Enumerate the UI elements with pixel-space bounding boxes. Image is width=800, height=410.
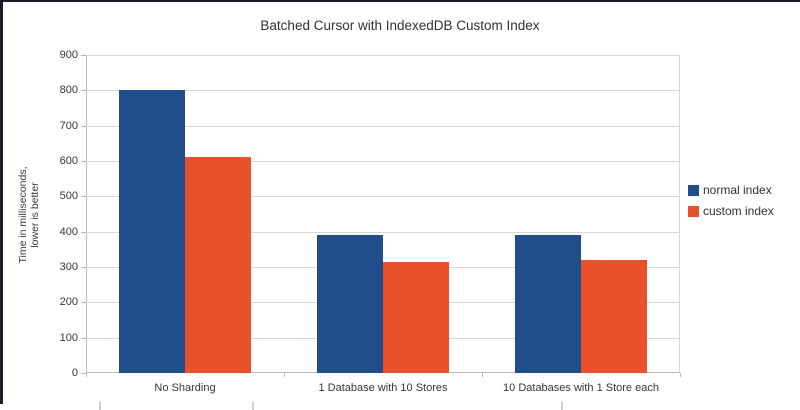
y-axis-title-text: Time in milliseconds, lower is better <box>17 166 41 264</box>
clipped-tick <box>99 402 101 410</box>
y-tick-mark <box>81 126 86 127</box>
gridline <box>86 126 680 127</box>
bar-normal-index-1 <box>119 90 185 373</box>
y-tick-label: 900 <box>59 49 78 61</box>
y-tick-label: 600 <box>59 155 78 167</box>
y-tick-mark <box>81 90 86 91</box>
bar-custom-index-3 <box>581 260 647 373</box>
x-tick-mark <box>680 373 681 377</box>
gridline <box>86 55 680 56</box>
legend-item: normal index <box>688 183 774 197</box>
y-tick-label: 100 <box>59 332 78 344</box>
y-tick-mark <box>81 267 86 268</box>
window-border-top <box>0 0 800 2</box>
legend-swatch-icon <box>688 184 699 196</box>
y-tick-mark <box>81 373 86 374</box>
gridline <box>86 196 680 197</box>
clipped-tick <box>252 402 254 410</box>
y-tick-label: 500 <box>59 190 78 202</box>
x-tick-mark <box>482 373 483 377</box>
clipped-tick <box>561 402 563 410</box>
gridline <box>86 232 680 233</box>
x-category-label: 1 Database with 10 Stores <box>318 382 448 394</box>
y-tick-mark <box>81 55 86 56</box>
y-tick-label: 700 <box>59 120 78 132</box>
gridline <box>86 161 680 162</box>
legend-item: custom index <box>688 204 774 218</box>
x-category-label: No Sharding <box>154 382 216 394</box>
bar-normal-index-2 <box>317 235 383 373</box>
y-tick-mark <box>81 161 86 162</box>
y-tick-label: 400 <box>59 226 78 238</box>
x-tick-mark <box>86 373 87 377</box>
y-tick-mark <box>81 232 86 233</box>
bar-custom-index-2 <box>383 262 449 373</box>
y-tick-label: 800 <box>59 84 78 96</box>
legend-swatch-icon <box>688 205 699 217</box>
y-tick-label: 0 <box>71 367 78 379</box>
y-tick-mark <box>81 302 86 303</box>
chart-title: Batched Cursor with IndexedDB Custom Ind… <box>260 18 540 33</box>
y-tick-label: 300 <box>59 261 78 273</box>
y-tick-mark <box>81 338 86 339</box>
x-category-label: 10 Databases with 1 Store each <box>503 382 659 394</box>
y-tick-mark <box>81 196 86 197</box>
x-tick-mark <box>284 373 285 377</box>
legend: normal index custom index <box>688 183 774 225</box>
gridline <box>86 90 680 91</box>
bar-normal-index-3 <box>515 235 581 373</box>
legend-label: custom index <box>703 204 774 218</box>
window-border-left <box>0 0 3 404</box>
y-tick-label: 200 <box>59 296 78 308</box>
legend-label: normal index <box>703 183 772 197</box>
bar-custom-index-1 <box>185 157 251 373</box>
